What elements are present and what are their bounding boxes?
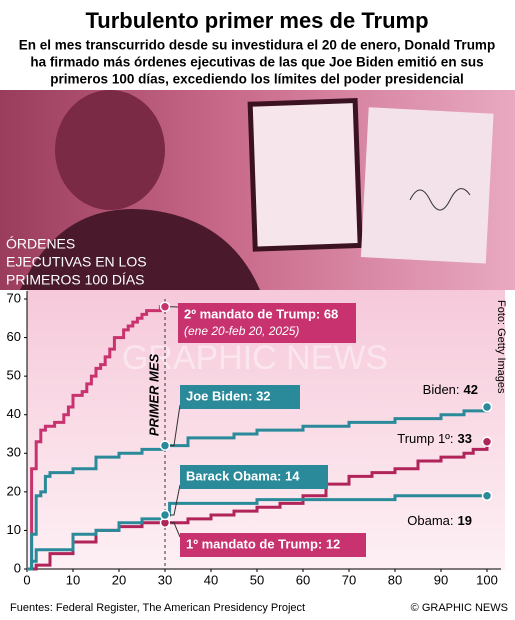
photo-credit: Foto: Getty Images — [495, 300, 507, 394]
subtitle: En el mes transcurrido desde su investid… — [19, 38, 495, 53]
subtitle: primeros 100 días, excediendo los límite… — [50, 72, 463, 87]
annotation-box — [178, 303, 356, 343]
x-tick-label: 40 — [204, 572, 218, 587]
connector — [170, 484, 181, 516]
point — [159, 509, 171, 521]
x-tick-label: 80 — [388, 572, 402, 587]
annotation-box — [180, 385, 300, 409]
connector — [170, 404, 181, 447]
y-tick-label: 10 — [7, 522, 21, 537]
point — [481, 490, 493, 501]
series-line — [27, 441, 489, 571]
annotation-box — [180, 465, 328, 489]
source: Fuentes: Federal Register, The American … — [10, 602, 305, 614]
x-tick-label: 0 — [23, 572, 30, 587]
y-tick-label: 30 — [7, 445, 21, 460]
subtitle: ha firmado más órdenes ejecutivas de las… — [30, 55, 483, 70]
connector — [170, 522, 181, 538]
end-label: Obama: 19 — [407, 513, 472, 528]
x-tick-label: 100 — [476, 572, 498, 587]
end-label-value: 19 — [458, 513, 472, 528]
end-label-name: Trump 1º: — [397, 431, 453, 446]
watermark: GRAPHIC NEWS — [122, 339, 388, 377]
x-tick-label: 10 — [66, 572, 80, 587]
annotation-box — [180, 533, 366, 557]
title: Turbulento primer mes de Trump — [85, 8, 428, 33]
period-label: PRIMER MES — [146, 354, 161, 437]
photo-label: ÓRDENES — [6, 236, 75, 252]
copyright: © GRAPHIC NEWS — [411, 602, 508, 614]
end-label-name: Biden: — [423, 382, 460, 397]
series-line — [27, 305, 165, 571]
end-label-value: 42 — [464, 382, 478, 397]
annotation-note: (ene 20-feb 20, 2025) — [184, 324, 299, 338]
photo-label: PRIMEROS 100 DÍAS — [6, 272, 145, 288]
y-tick-label: 20 — [7, 483, 21, 498]
point — [159, 440, 171, 451]
end-label: Biden: 42 — [423, 382, 478, 397]
point — [481, 401, 493, 413]
x-tick-label: 50 — [250, 572, 264, 587]
y-tick-label: 0 — [14, 560, 21, 575]
y-tick-label: 70 — [7, 290, 21, 305]
annotation: Barack Obama: 14 — [186, 468, 300, 483]
end-label-value: 33 — [458, 431, 472, 446]
annotation: Joe Biden: 32 — [186, 388, 271, 403]
x-tick-label: 30 — [158, 572, 172, 587]
y-tick-label: 40 — [7, 406, 21, 421]
series-line — [27, 494, 487, 571]
annotation: 1º mandato de Trump: 12 — [186, 536, 340, 551]
point — [159, 301, 171, 312]
y-tick-label: 50 — [7, 368, 21, 383]
point — [481, 436, 493, 447]
x-tick-label: 20 — [112, 572, 126, 587]
x-tick-label: 70 — [342, 572, 356, 587]
annotation: 2º mandato de Trump: 68 — [184, 306, 338, 321]
photo — [0, 90, 515, 290]
end-label: Trump 1º: 33 — [397, 431, 472, 446]
x-tick-label: 90 — [434, 572, 448, 587]
end-label-name: Obama: — [407, 513, 453, 528]
photo-label: EJECUTIVAS EN LOS — [6, 254, 147, 270]
y-tick-label: 60 — [7, 329, 21, 344]
x-tick-label: 60 — [296, 572, 310, 587]
